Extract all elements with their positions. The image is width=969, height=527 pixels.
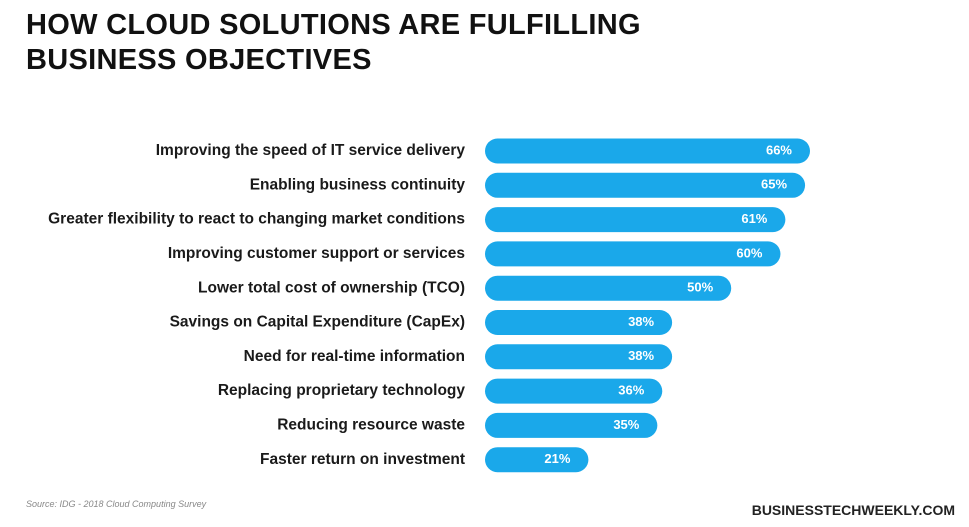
bar (485, 241, 781, 267)
source-note: Source: IDG - 2018 Cloud Computing Surve… (26, 499, 207, 509)
value-label: 65% (761, 177, 787, 192)
value-label: 21% (544, 451, 570, 466)
category-label: Reducing resource waste (277, 416, 465, 433)
bar (485, 275, 732, 301)
value-label: 35% (613, 417, 639, 432)
bar (485, 138, 810, 164)
bar (485, 207, 786, 233)
bar (485, 310, 673, 335)
category-label: Improving customer support or services (168, 245, 465, 262)
value-label: 38% (628, 314, 654, 329)
category-label: Lower total cost of ownership (TCO) (198, 279, 465, 296)
category-label: Enabling business continuity (250, 176, 466, 193)
value-label: 50% (687, 280, 713, 295)
chart-title: HOW CLOUD SOLUTIONS ARE FULFILLING BUSIN… (26, 9, 641, 76)
category-label: Replacing proprietary technology (218, 382, 466, 399)
bar (485, 447, 589, 473)
category-label: Faster return on investment (260, 451, 465, 468)
value-label: 60% (736, 245, 762, 260)
bar (485, 172, 806, 198)
value-label: 66% (766, 142, 792, 157)
value-label: 38% (628, 348, 654, 363)
category-label: Improving the speed of IT service delive… (156, 142, 466, 159)
category-label: Need for real-time information (244, 348, 465, 365)
category-label: Savings on Capital Expenditure (CapEx) (170, 314, 465, 331)
value-label: 36% (618, 383, 644, 398)
brand: BUSINESSTECHWEEKLY.COM (751, 502, 955, 518)
bar (485, 412, 658, 438)
category-label: Greater flexibility to react to changing… (48, 211, 465, 228)
bar (485, 344, 673, 370)
bar (485, 378, 663, 404)
value-label: 61% (741, 211, 767, 226)
